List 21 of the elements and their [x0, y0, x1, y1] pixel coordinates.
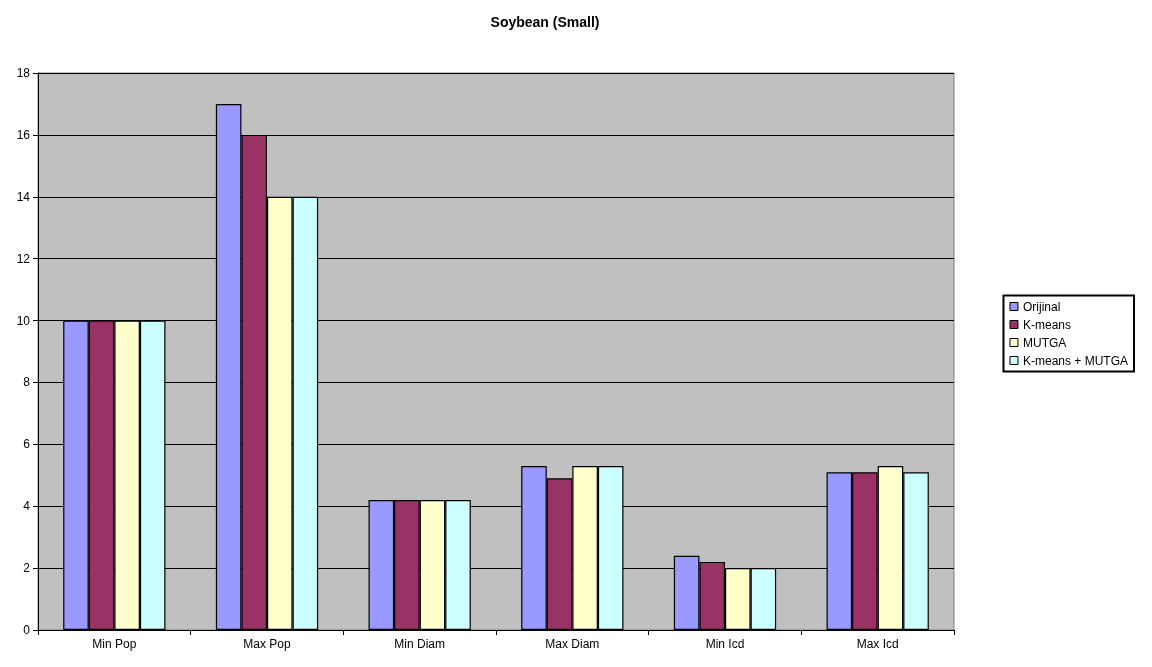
legend-label: K-means + MUTGA — [1022, 353, 1129, 368]
x-tick-label: Min Icd — [705, 637, 745, 651]
y-tick-label: 10 — [16, 313, 31, 328]
x-tick-label: Max Icd — [856, 637, 899, 651]
y-tick-label: 8 — [23, 375, 31, 390]
x-tick-label: Min Diam — [394, 637, 446, 651]
x-tick-label: Min Pop — [92, 637, 137, 651]
y-tick-label: 12 — [16, 251, 31, 266]
y-tick-label: 0 — [23, 623, 31, 637]
x-tick-label: Max Pop — [243, 637, 291, 651]
y-tick-label: 14 — [16, 189, 31, 204]
legend-label: MUTGA — [1022, 335, 1067, 350]
legend-label: Orijinal — [1022, 299, 1061, 314]
y-tick-label: 16 — [16, 127, 31, 142]
legend-label: K-means — [1022, 317, 1072, 332]
chart-title: Soybean (Small) — [490, 14, 600, 30]
y-tick-label: 2 — [23, 561, 31, 576]
y-tick-label: 18 — [16, 66, 31, 80]
y-tick-label: 6 — [23, 437, 31, 452]
y-tick-label: 4 — [23, 499, 31, 514]
x-tick-label: Max Diam — [545, 637, 600, 651]
